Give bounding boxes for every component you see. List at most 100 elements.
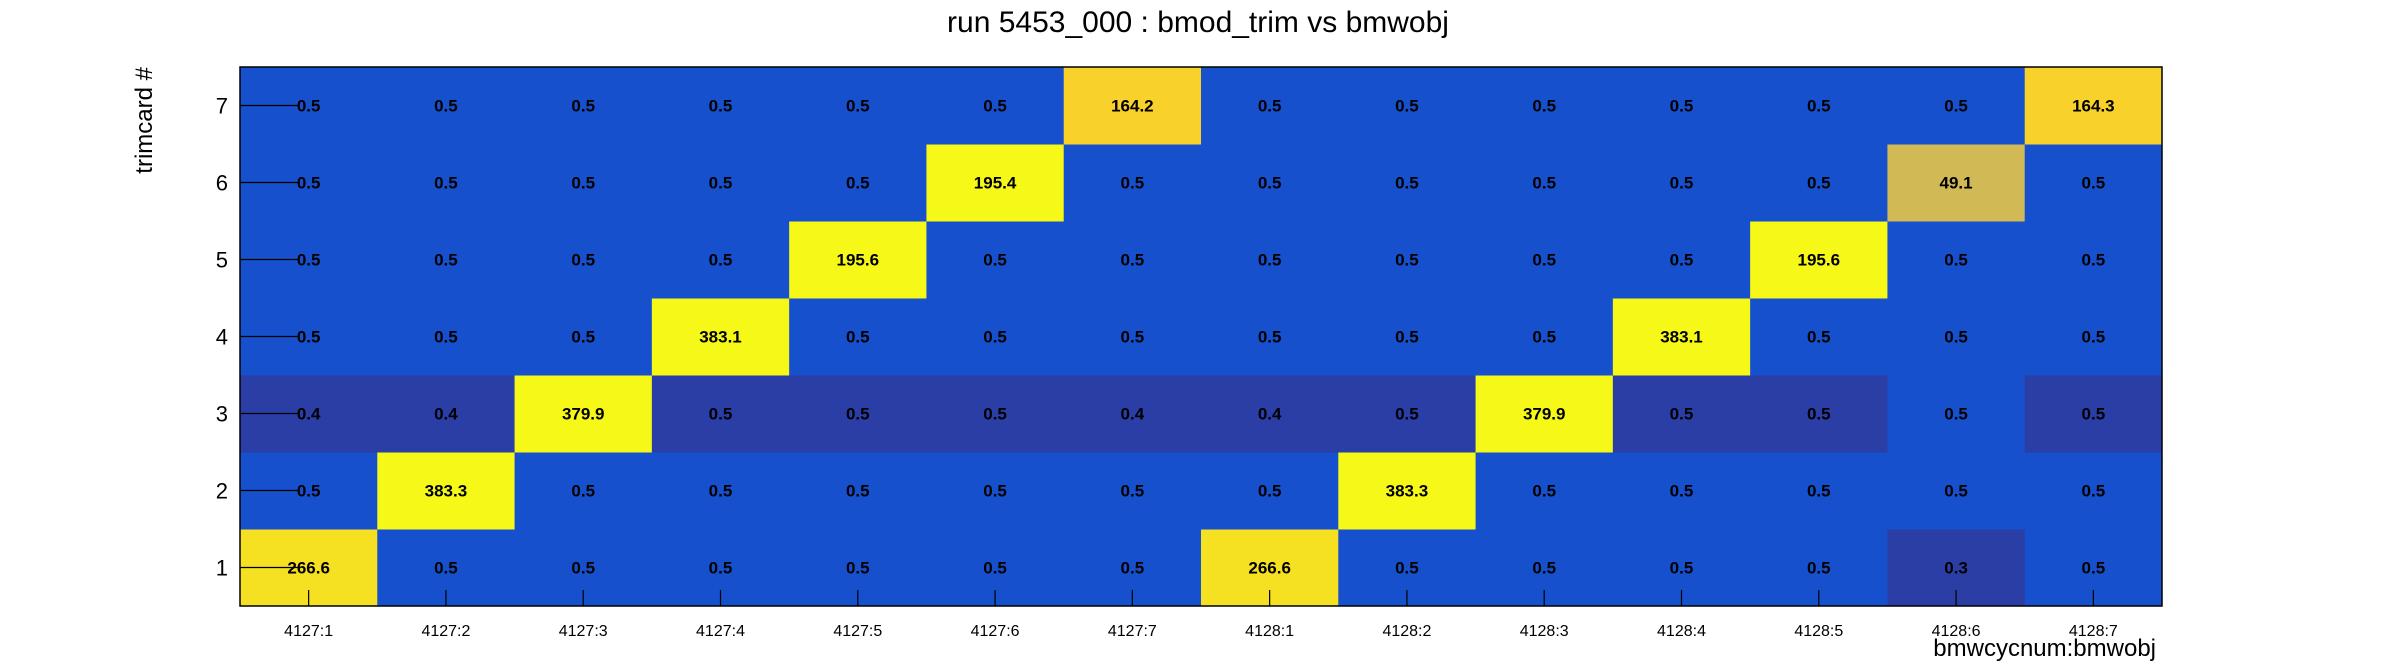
cell-value-label: 0.5 <box>1395 251 1419 270</box>
cell-value-label: 0.5 <box>1395 405 1419 424</box>
heatmap-cell <box>1338 67 1477 145</box>
x-tick-label: 4127:5 <box>833 623 882 640</box>
heatmap-cell <box>1475 221 1614 299</box>
cell-value-label: 0.5 <box>571 251 595 270</box>
y-axis-title: trimcard # <box>131 66 158 173</box>
heatmap-cell <box>514 67 653 145</box>
heatmap-cell <box>514 452 653 530</box>
heatmap-cell <box>926 298 1065 376</box>
cell-value-label: 0.5 <box>434 251 458 270</box>
cell-value-label: 0.5 <box>1670 97 1694 116</box>
heatmap-cell <box>926 144 1065 222</box>
cell-value-label: 0.5 <box>1395 328 1419 347</box>
cell-value-label: 0.5 <box>1807 174 1831 193</box>
y-tick-label: 4 <box>216 325 228 350</box>
y-axis: 1 2 3 4 5 6 7 <box>216 94 298 581</box>
cell-value-label: 383.1 <box>1660 328 1703 347</box>
heatmap-cell <box>651 375 790 453</box>
cell-value-label: 383.1 <box>699 328 742 347</box>
heatmap-cell <box>1338 221 1477 299</box>
heatmap-cell <box>1063 221 1202 299</box>
cell-value-label: 0.5 <box>571 559 595 578</box>
cell-value-label: 0.5 <box>1121 482 1145 501</box>
heatmap-cell <box>2024 221 2163 299</box>
cell-value-label: 0.5 <box>846 97 870 116</box>
heatmap-cell <box>377 452 516 530</box>
heatmap-cell <box>1475 375 1614 453</box>
x-tick-label: 4127:3 <box>559 623 608 640</box>
heatmap-cell <box>789 221 927 299</box>
cell-value-label: 0.3 <box>1944 559 1968 578</box>
cell-value-label: 0.5 <box>846 482 870 501</box>
heatmap-cell <box>789 67 927 145</box>
y-tick-label: 6 <box>216 171 228 196</box>
heatmap-cell <box>1887 221 2026 299</box>
cell-value-label: 0.4 <box>434 405 458 424</box>
cell-value-label: 0.5 <box>2082 559 2106 578</box>
heatmap-cell <box>789 452 927 530</box>
heatmap-cell <box>514 144 653 222</box>
cell-value-label: 195.4 <box>974 174 1017 193</box>
cell-value-label: 0.5 <box>846 405 870 424</box>
x-tick-label: 4127:2 <box>421 623 470 640</box>
cell-value-label: 0.5 <box>1258 482 1282 501</box>
cell-value-label: 0.5 <box>983 405 1007 424</box>
x-axis-title: bmwcycnum:bmwobj <box>1933 635 2156 662</box>
cell-value-label: 379.9 <box>1523 405 1566 424</box>
heatmap-cell <box>2024 144 2163 222</box>
x-tick-label: 4127:7 <box>1108 623 1157 640</box>
cell-value-label: 164.3 <box>2072 97 2115 116</box>
cell-value-label: 0.5 <box>983 482 1007 501</box>
heatmap-cell <box>1750 221 1888 299</box>
heatmap-cell <box>514 298 653 376</box>
cell-value-label: 0.5 <box>1670 482 1694 501</box>
heatmap-cell <box>1612 375 1751 453</box>
heatmap-cell <box>1750 375 1888 453</box>
heatmap-cell <box>1201 67 1339 145</box>
cell-value-label: 0.5 <box>434 559 458 578</box>
heatmap-cell <box>377 144 516 222</box>
cell-value-label: 0.5 <box>1944 405 1968 424</box>
cell-value-label: 0.5 <box>1944 251 1968 270</box>
cell-value-label: 0.5 <box>1532 482 1556 501</box>
cell-value-label: 0.5 <box>1807 482 1831 501</box>
cell-value-label: 0.5 <box>571 482 595 501</box>
cell-value-label: 0.5 <box>846 328 870 347</box>
heatmap-cell <box>1475 144 1614 222</box>
heatmap-cell <box>651 452 790 530</box>
heatmap-cell <box>1201 221 1339 299</box>
heatmap-cell <box>1475 452 1614 530</box>
cell-value-label: 0.5 <box>1532 97 1556 116</box>
heatmap-cell <box>651 221 790 299</box>
heatmap-cell <box>1887 298 2026 376</box>
heatmap-cell <box>1887 375 2026 453</box>
cell-value-label: 0.5 <box>297 97 321 116</box>
y-tick-label: 3 <box>216 402 228 427</box>
cell-value-label: 383.3 <box>425 482 468 501</box>
cell-value-label: 0.5 <box>846 174 870 193</box>
heatmap-cell <box>1063 67 1202 145</box>
cell-value-label: 0.5 <box>709 559 733 578</box>
heatmap-cell <box>1063 298 1202 376</box>
x-tick-label: 4128:4 <box>1657 623 1706 640</box>
heatmap-cell <box>1063 144 1202 222</box>
x-axis: 4127:1 4127:2 4127:3 4127:4 4127:5 4127:6 4127… <box>284 590 2118 640</box>
heatmap-cell <box>377 375 516 453</box>
x-tick-label: 4128:1 <box>1245 623 1294 640</box>
y-tick-label: 5 <box>216 248 228 273</box>
x-tick-label: 4128:3 <box>1520 623 1569 640</box>
cell-value-label: 0.5 <box>1532 559 1556 578</box>
cell-value-label: 0.5 <box>709 482 733 501</box>
heatmap-cell <box>1612 452 1751 530</box>
heatmap-cell <box>1338 144 1477 222</box>
cell-value-label: 266.6 <box>287 559 330 578</box>
cell-value-label: 0.5 <box>1944 482 1968 501</box>
heatmap-cell <box>926 221 1065 299</box>
cell-value-label: 0.5 <box>1807 559 1831 578</box>
cell-value-label: 379.9 <box>562 405 605 424</box>
cell-value-label: 0.5 <box>1670 559 1694 578</box>
heatmap-cell <box>1063 452 1202 530</box>
heatmap-cell <box>651 67 790 145</box>
cell-value-label: 0.5 <box>1395 97 1419 116</box>
